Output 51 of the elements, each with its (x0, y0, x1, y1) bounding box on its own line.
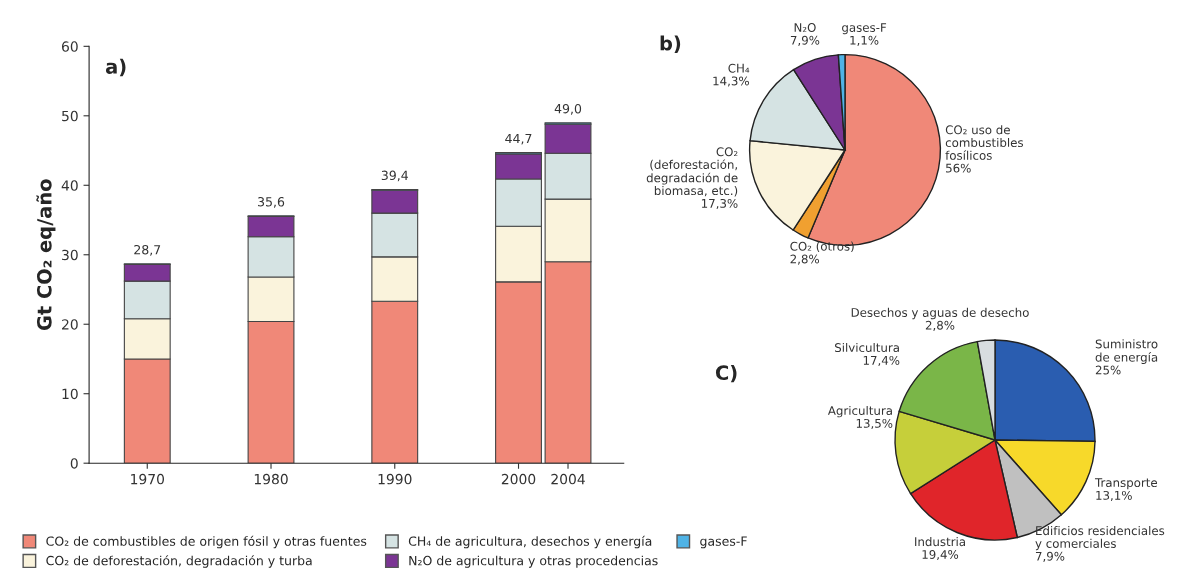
y-tick-label: 10 (62, 388, 78, 400)
x-tick-label: 1990 (378, 473, 412, 485)
legend-label: gases-F (700, 536, 747, 549)
x-tick-label: 1970 (131, 473, 165, 485)
slice-label: gases-F (842, 23, 887, 35)
y-tick-label: 20 (62, 319, 78, 330)
y-tick-label: 60 (61, 41, 78, 52)
text: b) (660, 35, 681, 53)
slice-label: Desechos y aguas de desecho (851, 307, 1029, 320)
total-label: 39,4 (381, 170, 408, 182)
y-axis-title: Gt CO₂ eq/año (36, 179, 56, 331)
total-label: 44,7 (505, 133, 532, 145)
slice-label: Suministro de energía (1095, 339, 1158, 364)
data-label: 14,3% (713, 76, 749, 87)
slice-label: CO₂ (deforestación, degradación de biomasa, etc.) (646, 147, 738, 197)
total-label: 35,6 (258, 197, 285, 208)
legend-label: CO₂ de deforestación, degradación y turba (46, 555, 312, 568)
y-tick-label: 50 (62, 110, 78, 122)
slice-label: Silvicultura (835, 342, 899, 353)
data-label: 56% (946, 163, 971, 173)
total-label: 49,0 (554, 103, 582, 115)
slice-label: Industria (915, 537, 965, 547)
total-label: 28,7 (134, 244, 161, 256)
slice-label: N₂O (794, 23, 816, 32)
text: C) (715, 365, 737, 383)
data-label: 1,1% (850, 35, 879, 46)
data-label: 19,4% (922, 549, 959, 561)
data-label: 17,3% (701, 198, 738, 210)
slice-label: Agricultura (827, 405, 892, 418)
x-tick-label: 1980 (254, 473, 288, 485)
y-tick-label: 0 (70, 458, 78, 469)
data-label: 25% (1095, 365, 1121, 375)
slice-label: CO₂ uso de combustibles fosílicos (945, 125, 1024, 160)
data-label: 7,9% (790, 35, 820, 46)
legend-label: N₂O de agricultura y otras procedencias (409, 555, 658, 568)
x-tick-label: 2004 (551, 473, 585, 485)
data-label: 7,9% (1035, 551, 1065, 562)
text: a) (105, 58, 126, 77)
x-tick-label: 2000 (501, 473, 536, 485)
data-label: 13,1% (1096, 490, 1132, 502)
slice-label: Transporte (1094, 478, 1158, 490)
slice-label: CH₄ (728, 63, 750, 73)
y-tick-label: 40 (61, 180, 78, 191)
slice-label: Edificios residenciales y comerciales (1035, 526, 1165, 551)
data-label: 2,8% (925, 320, 955, 331)
legend-label: CO₂ de combustibles de origen fósil y otras fuentes (46, 535, 367, 549)
data-label: 13,5% (856, 418, 893, 430)
data-label: 2,8% (790, 254, 820, 265)
y-tick-label: 30 (62, 249, 78, 261)
data-label: 17,4% (863, 355, 900, 367)
legend-label: CH₄ de agricultura, desechos y energía (408, 535, 652, 549)
